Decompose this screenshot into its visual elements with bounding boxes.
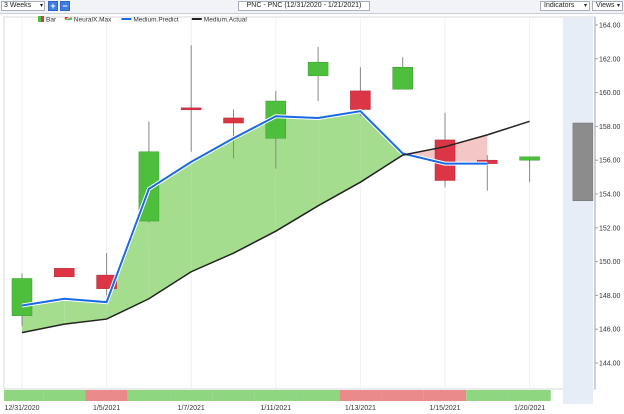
- legend-label: Bar: [46, 17, 57, 24]
- forecast-zone: [562, 18, 593, 404]
- chevron-down-icon: ▾: [616, 3, 620, 9]
- band-up: [64, 298, 107, 325]
- chart-title: PNC - PNC (12/31/2020 - 1/21/2021): [238, 1, 370, 11]
- legend-swatch: [41, 16, 44, 22]
- candle-down: [180, 107, 202, 111]
- predict-line: [21, 110, 488, 307]
- x-tick-label: 1/11/2021: [260, 405, 291, 412]
- legend-label: NeuralX.Max: [74, 17, 112, 24]
- band-up: [318, 111, 361, 206]
- band-up: [275, 116, 319, 232]
- band-up: [233, 116, 276, 254]
- zoom-out-button[interactable]: −: [60, 1, 70, 11]
- signal-segment: [43, 390, 86, 401]
- toolbar: 3 Weeks ▾ + − PNC - PNC (12/31/2020 - 1/…: [0, 0, 624, 14]
- legend-label: Medium.Predict: [133, 17, 178, 24]
- band-up: [360, 111, 403, 183]
- candle-up: [519, 156, 540, 161]
- signal-segment: [339, 390, 382, 401]
- indicators-button[interactable]: Indicators ▾: [540, 1, 590, 11]
- y-tick-label: 154.00: [599, 192, 621, 199]
- y-tick-label: 164.00: [599, 23, 621, 30]
- signal-segment: [170, 390, 213, 401]
- y-tick-label: 158.00: [599, 124, 621, 131]
- band-up: [148, 161, 192, 299]
- signal-segment: [423, 390, 467, 401]
- y-tick-label: 156.00: [599, 158, 621, 165]
- signal-segment: [466, 390, 509, 401]
- candle-up: [392, 67, 413, 90]
- chevron-down-icon: ▾: [39, 3, 43, 9]
- x-tick-label: 1/15/2021: [429, 405, 460, 412]
- actual-line: [21, 120, 530, 334]
- signal-segment: [254, 390, 297, 401]
- x-tick-label: 1/7/2021: [178, 405, 205, 412]
- band-down: [445, 134, 488, 164]
- zoom-in-button[interactable]: +: [48, 1, 58, 11]
- signal-segment: [85, 390, 128, 401]
- candle-down: [54, 268, 75, 278]
- y-tick-label: 160.00: [599, 90, 621, 97]
- y-tick-label: 150.00: [599, 259, 621, 266]
- candle-down: [223, 117, 244, 124]
- price-chart[interactable]: 144.00 146.00 148.00 150.00 152.00 154.00 156.…: [0, 13, 624, 414]
- y-tick-label: 146.00: [599, 327, 621, 334]
- legend-swatch: [64, 17, 72, 20]
- y-tick-label: 148.00: [599, 293, 621, 300]
- legend-swatch: [38, 16, 41, 22]
- signal-segment: [127, 390, 171, 401]
- period-select[interactable]: 3 Weeks ▾: [1, 1, 45, 11]
- x-tick-label: 1/13/2021: [345, 405, 376, 412]
- signal-segment: [212, 390, 255, 401]
- legend-swatch: [64, 17, 69, 20]
- legend-label: Medium.Actual: [204, 17, 248, 24]
- x-tick-label: 1/20/2021: [514, 405, 545, 412]
- views-label: Views: [596, 2, 615, 9]
- band-up: [22, 298, 65, 333]
- y-tick-label: 162.00: [599, 56, 621, 63]
- chevron-down-icon: ▾: [583, 3, 587, 9]
- x-tick-label: 1/5/2021: [93, 405, 120, 412]
- candle-up: [11, 278, 33, 316]
- signal-segment: [508, 390, 551, 401]
- x-tick-label: 12/31/2020: [4, 405, 39, 412]
- y-tick-label: 152.00: [599, 225, 621, 232]
- views-button[interactable]: Views ▾: [592, 1, 623, 11]
- candle-up: [307, 61, 329, 76]
- signal-segment: [4, 390, 44, 401]
- signal-segment: [296, 390, 340, 401]
- band-up: [191, 138, 234, 272]
- signal-segment: [381, 390, 424, 401]
- period-value: 3 Weeks: [4, 2, 32, 9]
- y-tick-label: 144.00: [599, 361, 621, 368]
- candle-down: [350, 90, 371, 110]
- forecast-bar: [572, 122, 594, 202]
- indicators-label: Indicators: [544, 2, 575, 9]
